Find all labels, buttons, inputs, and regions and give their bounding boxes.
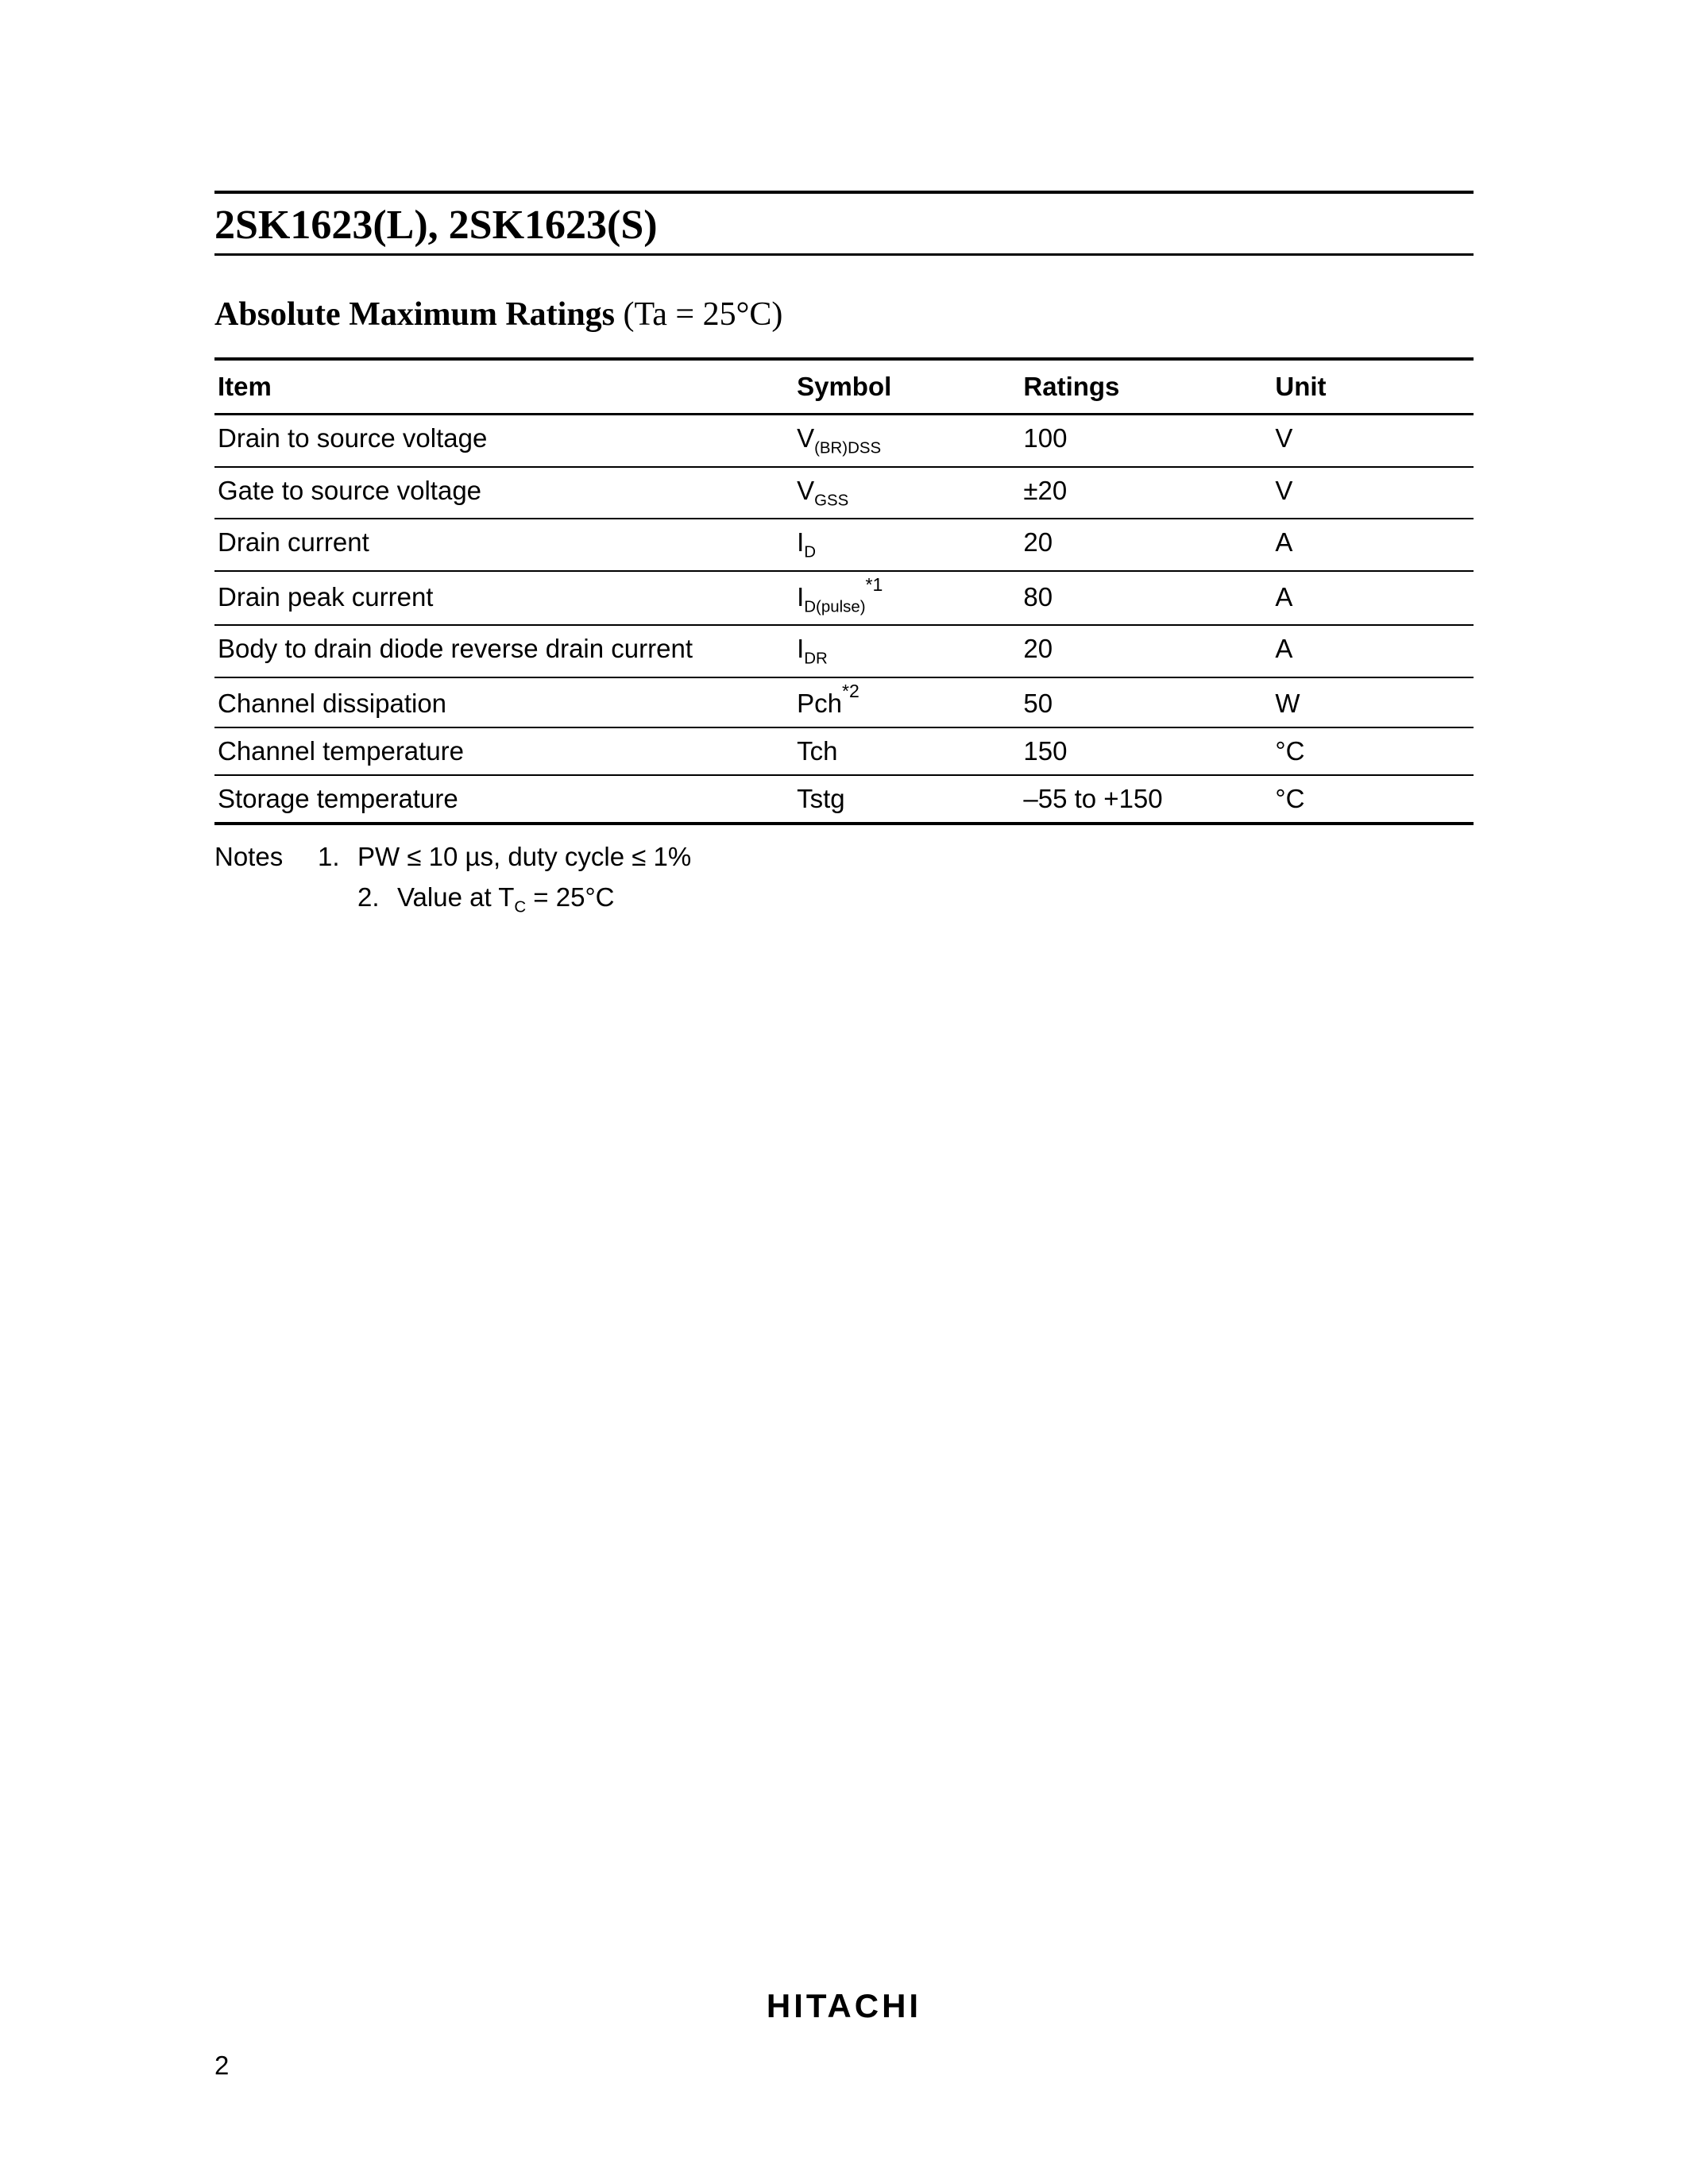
cell-item: Drain to source voltage [214,415,794,467]
symbol-main: V [797,423,814,453]
cell-item: Channel dissipation [214,677,794,727]
symbol-superscript: *2 [842,681,859,701]
symbol-subscript: (BR)DSS [814,439,881,457]
cell-ratings: –55 to +150 [1020,775,1272,824]
cell-unit: V [1272,415,1474,467]
col-header-item: Item [214,359,794,415]
cell-symbol: VGSS [794,467,1020,519]
title-top-rule [214,191,1474,194]
notes-block: Notes1.PW ≤ 10 µs, duty cycle ≤ 1% 2.Val… [214,836,1474,920]
cell-item: Drain current [214,519,794,571]
cell-ratings: 20 [1020,625,1272,677]
cell-unit: A [1272,625,1474,677]
cell-unit: A [1272,519,1474,571]
cell-item: Storage temperature [214,775,794,824]
table-row: Channel temperatureTch 150°C [214,727,1474,775]
cell-ratings: ±20 [1020,467,1272,519]
note-line-2: 2.Value at TC = 25°C [214,877,1474,920]
table-row: Drain to source voltageV(BR)DSS100V [214,415,1474,467]
cell-ratings: 150 [1020,727,1272,775]
note-text-sub: C [514,898,526,916]
symbol-main: Tch [797,736,837,766]
table-row: Body to drain diode reverse drain curren… [214,625,1474,677]
symbol-main: I [797,527,804,557]
section-heading-bold: Absolute Maximum Ratings [214,296,615,333]
cell-symbol: Tstg [794,775,1020,824]
cell-symbol: IDR [794,625,1020,677]
cell-unit: A [1272,571,1474,626]
cell-item: Channel temperature [214,727,794,775]
table-row: Drain peak currentID(pulse)*180A [214,571,1474,626]
symbol-main: I [797,634,804,663]
symbol-subscript: GSS [814,491,848,509]
cell-symbol: V(BR)DSS [794,415,1020,467]
section-heading: Absolute Maximum Ratings (Ta = 25°C) [214,295,1474,334]
symbol-main: V [797,476,814,505]
section-heading-condition: (Ta = 25°C) [615,296,782,333]
table-row: Storage temperatureTstg –55 to +150°C [214,775,1474,824]
datasheet-page: 2SK1623(L), 2SK1623(S) Absolute Maximum … [0,0,1688,2184]
cell-ratings: 100 [1020,415,1272,467]
ratings-table: Item Symbol Ratings Unit Drain to source… [214,357,1474,825]
notes-label: Notes [214,836,318,877]
cell-symbol: ID [794,519,1020,571]
cell-symbol: ID(pulse)*1 [794,571,1020,626]
cell-unit: V [1272,467,1474,519]
cell-symbol: Pch*2 [794,677,1020,727]
cell-item: Drain peak current [214,571,794,626]
table-row: Gate to source voltageVGSS±20V [214,467,1474,519]
col-header-ratings: Ratings [1020,359,1272,415]
note-number: 1. [318,836,357,877]
symbol-main: Tstg [797,784,845,813]
cell-item: Body to drain diode reverse drain curren… [214,625,794,677]
cell-ratings: 80 [1020,571,1272,626]
cell-item: Gate to source voltage [214,467,794,519]
symbol-subscript: D [804,543,816,561]
cell-ratings: 50 [1020,677,1272,727]
table-row: Drain currentID20A [214,519,1474,571]
page-number: 2 [214,2051,229,2081]
ratings-table-body: Drain to source voltageV(BR)DSS100VGate … [214,415,1474,824]
table-header-row: Item Symbol Ratings Unit [214,359,1474,415]
note-text-pre: Value at T [397,882,514,912]
symbol-subscript: DR [804,650,828,668]
symbol-main: Pch [797,689,842,718]
col-header-symbol: Symbol [794,359,1020,415]
note-number: 2. [357,877,397,917]
cell-unit: °C [1272,727,1474,775]
note-line-1: Notes1.PW ≤ 10 µs, duty cycle ≤ 1% [214,836,1474,877]
col-header-unit: Unit [1272,359,1474,415]
symbol-main: I [797,582,804,612]
part-number-title: 2SK1623(L), 2SK1623(S) [214,202,1474,256]
table-row: Channel dissipationPch*250W [214,677,1474,727]
symbol-superscript: *1 [866,574,883,595]
note-text: PW ≤ 10 µs, duty cycle ≤ 1% [357,842,691,871]
note-text-post: = 25°C [526,882,614,912]
cell-unit: °C [1272,775,1474,824]
manufacturer-logo: HITACHI [0,1987,1688,2025]
cell-ratings: 20 [1020,519,1272,571]
symbol-subscript: D(pulse) [804,597,865,615]
cell-unit: W [1272,677,1474,727]
cell-symbol: Tch [794,727,1020,775]
